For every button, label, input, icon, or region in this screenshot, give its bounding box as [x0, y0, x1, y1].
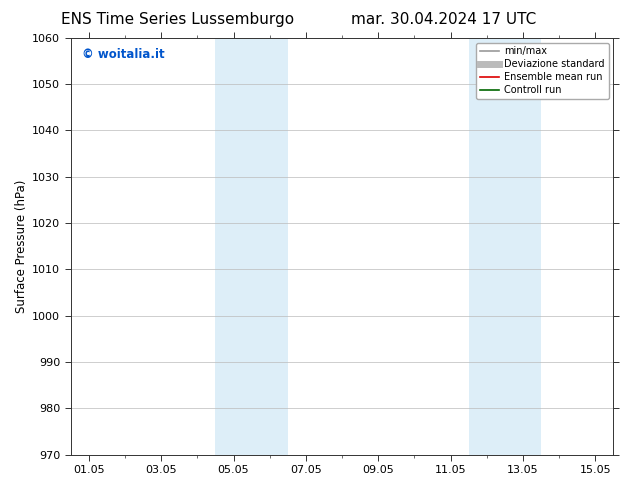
Bar [469, 38, 541, 455]
Legend: min/max, Deviazione standard, Ensemble mean run, Controll run: min/max, Deviazione standard, Ensemble m… [476, 43, 609, 99]
Bar [216, 38, 288, 455]
Text: mar. 30.04.2024 17 UTC: mar. 30.04.2024 17 UTC [351, 12, 536, 27]
Text: ENS Time Series Lussemburgo: ENS Time Series Lussemburgo [61, 12, 294, 27]
Y-axis label: Surface Pressure (hPa): Surface Pressure (hPa) [15, 179, 28, 313]
Text: © woitalia.it: © woitalia.it [82, 48, 164, 61]
